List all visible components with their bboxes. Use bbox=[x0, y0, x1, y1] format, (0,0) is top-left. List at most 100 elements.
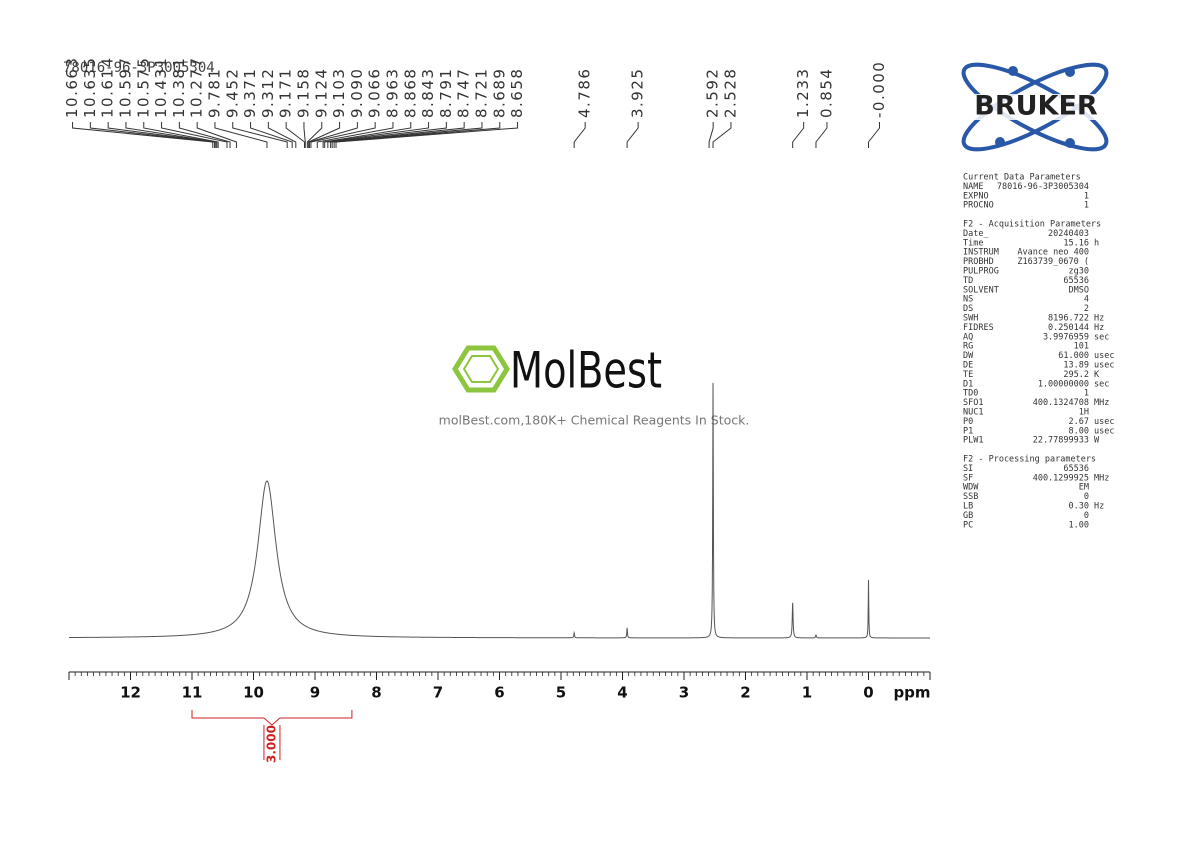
peak-connector bbox=[267, 122, 297, 148]
param-unit: usec bbox=[1094, 351, 1114, 361]
param-value: EM bbox=[1079, 483, 1089, 493]
peak-label: 10.635 bbox=[81, 57, 99, 118]
peak-label: 10.597 bbox=[116, 57, 134, 119]
peak-label: 2.528 bbox=[721, 68, 739, 118]
x-tick-label: 12 bbox=[120, 684, 141, 702]
peak-label: 8.747 bbox=[455, 68, 473, 118]
param-name: NAME bbox=[963, 182, 983, 192]
peak-label: 9.371 bbox=[241, 68, 259, 118]
peak-label: 10.431 bbox=[152, 57, 170, 119]
param-name: DE bbox=[963, 361, 973, 371]
x-tick-label: 11 bbox=[182, 684, 203, 702]
peak-connector bbox=[306, 122, 323, 148]
param-unit: MHz bbox=[1094, 398, 1109, 408]
param-name: FIDRES bbox=[963, 323, 994, 333]
param-unit: Hz bbox=[1094, 314, 1104, 324]
peak-connector bbox=[232, 122, 288, 148]
peak-label: -0.000 bbox=[870, 61, 888, 118]
param-name: LB bbox=[963, 502, 973, 512]
peak-connector bbox=[708, 122, 714, 148]
param-unit: Hz bbox=[1094, 502, 1104, 512]
param-unit: K bbox=[1094, 370, 1100, 380]
x-tick-label: 6 bbox=[494, 684, 504, 702]
param-name: RG bbox=[963, 342, 973, 352]
param-name: EXPNO bbox=[963, 191, 989, 201]
param-value: 15.16 bbox=[1063, 238, 1089, 248]
param-value: 1 bbox=[1084, 389, 1089, 399]
param-value: 65536 bbox=[1063, 464, 1089, 474]
param-unit: usec bbox=[1094, 361, 1114, 371]
watermark: MolBest molBest.com,180K+ Chemical Reage… bbox=[439, 342, 750, 428]
param-value: 400.1324708 bbox=[1033, 398, 1089, 408]
peak-label: 9.066 bbox=[366, 68, 384, 118]
peak-connector bbox=[303, 122, 306, 148]
peak-connector bbox=[868, 122, 880, 148]
x-tick-label: 4 bbox=[617, 684, 627, 702]
peak-label: 9.781 bbox=[205, 68, 223, 118]
param-value: 3.9976959 bbox=[1043, 332, 1089, 342]
peak-connector bbox=[285, 122, 305, 148]
x-tick-label: 10 bbox=[243, 684, 264, 702]
param-value: 400.1299925 bbox=[1033, 473, 1089, 483]
param-name: P0 bbox=[963, 417, 973, 427]
param-value: 61.000 bbox=[1058, 351, 1089, 361]
peak-connector bbox=[250, 122, 293, 148]
param-value: 20240403 bbox=[1048, 229, 1089, 239]
param-name: SOLVENT bbox=[963, 285, 999, 295]
bruker-logo: BRUKER bbox=[958, 62, 1115, 152]
peak-connector bbox=[178, 122, 231, 148]
param-value: 0.30 bbox=[1069, 502, 1089, 512]
peak-label: 9.452 bbox=[223, 68, 241, 118]
peak-label: 0.854 bbox=[817, 68, 835, 118]
param-value: 2.67 bbox=[1069, 417, 1089, 427]
peak-connector bbox=[316, 122, 394, 148]
param-value: 8196.722 bbox=[1048, 314, 1089, 324]
peak-label: 8.868 bbox=[401, 68, 419, 118]
peak-label: 8.791 bbox=[437, 68, 455, 118]
param-unit: h bbox=[1094, 238, 1099, 248]
param-name: PROBHD bbox=[963, 257, 994, 267]
param-name: SI bbox=[963, 464, 973, 474]
peak-label: 8.721 bbox=[472, 68, 490, 118]
param-value: Avance neo 400 bbox=[1017, 248, 1089, 258]
param-name: Time bbox=[963, 238, 983, 248]
watermark-brand: MolBest bbox=[510, 342, 662, 400]
param-name: PLW1 bbox=[963, 436, 983, 446]
peak-connector bbox=[792, 122, 805, 148]
peak-label: 8.689 bbox=[490, 68, 508, 118]
x-tick-label: 1 bbox=[802, 684, 812, 702]
param-value: 1H bbox=[1079, 408, 1089, 418]
peak-label: 9.312 bbox=[259, 68, 277, 118]
logo-text: BRUKER bbox=[974, 91, 1098, 122]
param-name: PULPROG bbox=[963, 267, 999, 277]
param-name: D1 bbox=[963, 379, 973, 389]
peak-connector bbox=[815, 122, 828, 148]
param-name: SSB bbox=[963, 492, 978, 502]
peak-label: 10.663 bbox=[63, 56, 81, 118]
peak-connector bbox=[72, 122, 214, 148]
param-name: INSTRUM bbox=[963, 248, 999, 258]
x-tick-label: 2 bbox=[740, 684, 750, 702]
x-tick-label: 5 bbox=[556, 684, 566, 702]
spectrum-line bbox=[69, 382, 930, 639]
peak-label: 8.658 bbox=[508, 68, 526, 118]
peak-label: 10.614 bbox=[99, 57, 117, 119]
peak-label: 9.124 bbox=[312, 68, 330, 118]
chart-title: 78016-96-3P3005304 bbox=[63, 60, 215, 76]
peak-connector bbox=[626, 122, 639, 148]
peak-label: 10.277 bbox=[188, 57, 206, 118]
param-name: P1 bbox=[963, 426, 973, 436]
param-value: 65536 bbox=[1063, 276, 1089, 286]
peak-connector bbox=[322, 122, 412, 148]
param-section-title: F2 - Acquisition Parameters bbox=[963, 220, 1101, 230]
peak-connector bbox=[712, 122, 732, 148]
peak-connector bbox=[308, 122, 358, 148]
param-section-title: Current Data Parameters bbox=[963, 173, 1081, 183]
peak-connector bbox=[107, 122, 217, 148]
param-name: SWH bbox=[963, 314, 978, 324]
param-name: TD bbox=[963, 276, 973, 286]
peak-label: 9.090 bbox=[348, 68, 366, 118]
param-name: WDW bbox=[963, 483, 979, 493]
param-value: 2 bbox=[1084, 304, 1089, 314]
